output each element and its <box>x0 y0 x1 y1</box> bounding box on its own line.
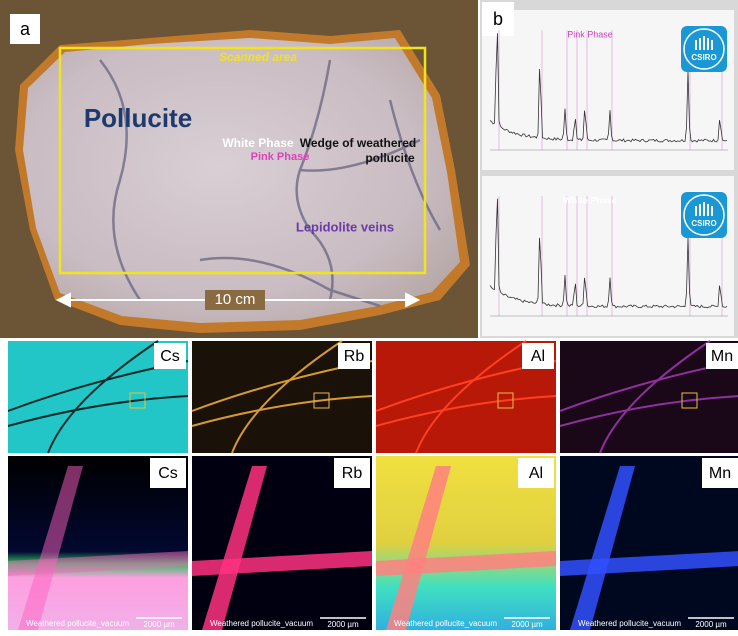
spectrum-title: White Phase <box>563 195 617 205</box>
map-caption: Weathered pollucite_vacuum <box>578 619 681 628</box>
panel-b: b Pink Phase CSIRO White Phase CSIRO <box>480 0 738 338</box>
mineral-label: Pollucite <box>84 103 192 133</box>
pink-phase-label: Pink Phase <box>251 151 310 163</box>
page: a Scanned area Pollucite White Phase Pin… <box>0 0 738 631</box>
panel-label: a <box>20 19 31 39</box>
element-label: Rb <box>342 465 363 482</box>
scanned-area-label: Scanned area <box>219 50 297 64</box>
element-label: Cs <box>158 465 178 482</box>
spectrum-title: Pink Phase <box>567 29 613 39</box>
panel-a: a Scanned area Pollucite White Phase Pin… <box>0 0 478 338</box>
panel-label: b <box>493 9 503 29</box>
element-label: Rb <box>344 348 365 365</box>
rock <box>23 38 460 323</box>
element-label: Mn <box>711 348 733 365</box>
logo-text: CSIRO <box>691 53 716 62</box>
figure: a Scanned area Pollucite White Phase Pin… <box>0 0 738 631</box>
map-caption: Weathered pollucite_vacuum <box>26 619 129 628</box>
scale-label: 2000 µm <box>695 620 727 629</box>
element-label: Cs <box>160 348 180 365</box>
white-phase-label: White Phase <box>222 136 294 150</box>
map-caption: Weathered pollucite_vacuum <box>394 619 497 628</box>
element-label: Mn <box>709 465 731 482</box>
scale-label: 2000 µm <box>327 620 359 629</box>
logo-text: CSIRO <box>691 219 716 228</box>
element-label: Al <box>531 348 545 365</box>
scale-label: 2000 µm <box>511 620 543 629</box>
wedge-label: pollucite <box>365 151 415 165</box>
veins-label: Lepidolite veins <box>296 219 394 234</box>
map-caption: Weathered pollucite_vacuum <box>210 619 313 628</box>
element-maps: Cs Rb Al Mn Cs Weathered pollucite_vacuum 2000… <box>8 341 738 630</box>
scale-label: 10 cm <box>215 291 256 308</box>
element-label: Al <box>529 465 543 482</box>
scale-label: 2000 µm <box>143 620 175 629</box>
wedge-label: Wedge of weathered <box>300 136 416 150</box>
